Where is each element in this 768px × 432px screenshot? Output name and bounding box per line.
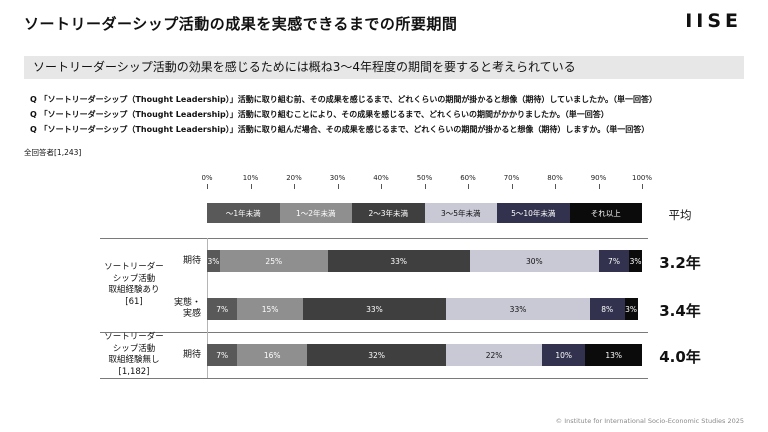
axis-tick-mark [468,184,469,189]
legend-item: 2～3年未満 [352,203,425,223]
legend-item: 5～10年未満 [497,203,570,223]
axis-tick-label: 0% [201,174,213,182]
axis-tick-label: 20% [286,174,302,182]
bar-segment: 3% [207,250,220,272]
row-label: 期待 [182,255,201,266]
bar-segment: 30% [469,250,599,272]
axis-tick-mark [250,184,252,189]
axis-tick-label: 10% [242,174,259,182]
bar-segment: 7% [207,298,238,320]
axis-tick-mark [511,184,513,189]
axis-tick-label: 40% [373,174,389,182]
question-line: Q 「ソートリーダーシップ（Thought Leadership）」活動に取り組… [30,125,650,134]
bar-segment: 25% [219,250,328,272]
stacked-bar: 3% 25% 33% 30% 7% 3% [207,250,642,272]
stacked-bar: 7% 16% 32% 22% 10% 13% [207,344,642,366]
separator-line [100,238,648,239]
question-list: Q 「ソートリーダーシップ（Thought Leadership）」活動に取り組… [30,92,657,137]
bar-segment: 33% [327,250,470,272]
row-label: 期待 [182,349,201,360]
bar-segment: 13% [585,344,642,366]
copyright-footer: © Institute for International Socio-Econ… [555,417,744,425]
iise-logo: IISE [685,10,742,32]
stacked-bar: 7% 15% 33% 33% 8% 3% [207,298,642,320]
axis-tick-mark [424,184,426,189]
separator-line [100,332,648,333]
separator-line [100,378,648,379]
legend-item: それ以上 [569,203,642,223]
average-column-header: 平均 [668,208,692,222]
question-line: Q 「ソートリーダーシップ（Thought Leadership）」活動に取り組… [30,95,658,104]
bar-segment: 22% [446,344,542,366]
legend-item: 1～2年未満 [279,203,352,223]
axis-tick-label: 60% [460,174,476,182]
legend-item: 3～5年未満 [424,203,497,223]
key-message-banner: ソートリーダーシップ活動の効果を感じるためには概ね3〜4年程度の期間を要すると考… [24,56,744,79]
legend-item: ～1年未満 [207,203,280,223]
bar-segment: 33% [446,298,590,320]
axis-tick-label: 70% [503,174,520,182]
axis-tick-label: 100% [631,174,653,182]
legend: ～1年未満 1～2年未満 2～3年未満 3～5年未満 5～10年未満 それ以上 [207,203,642,223]
bar-segment: 8% [589,298,625,320]
bar-segment: 3% [629,250,642,272]
row-label: 実態・ 実感 [173,298,201,319]
bar-segment: 7% [598,250,630,272]
axis-tick-mark [207,184,208,189]
respondent-base-label: 全回答者[1,243] [24,148,82,157]
bar-segment: 7% [207,344,238,366]
axis-tick-mark [598,184,600,189]
axis-tick-label: 80% [547,174,563,182]
bar-segment: 16% [237,344,308,366]
axis-tick-mark [294,184,295,189]
axis-tick-label: 90% [590,174,607,182]
average-value: 4.0年 [659,348,701,366]
bar-segment: 10% [541,344,586,366]
bar-segment: 3% [624,298,638,320]
group-label: ソートリーダー シップ活動 取組経験あり [61] [104,262,164,307]
axis-tick-mark [337,184,339,189]
bar-segment: 33% [302,298,447,320]
group-label: ソートリーダー シップ活動 取組経験無し [1,182] [104,332,164,377]
axis-tick-label: 50% [416,174,433,182]
bar-segment: 32% [307,344,447,366]
axis-tick-mark [381,184,382,189]
axis-tick-mark [555,184,556,189]
page-title: ソートリーダーシップ活動の成果を実感できるまでの所要期間 [24,15,458,33]
axis-tick-mark [642,184,643,189]
average-value: 3.4年 [659,302,701,320]
bar-segment: 15% [237,298,303,320]
average-value: 3.2年 [659,254,701,272]
question-line: Q 「ソートリーダーシップ（Thought Leadership）」活動に取り組… [30,110,609,119]
axis-tick-label: 30% [329,174,346,182]
